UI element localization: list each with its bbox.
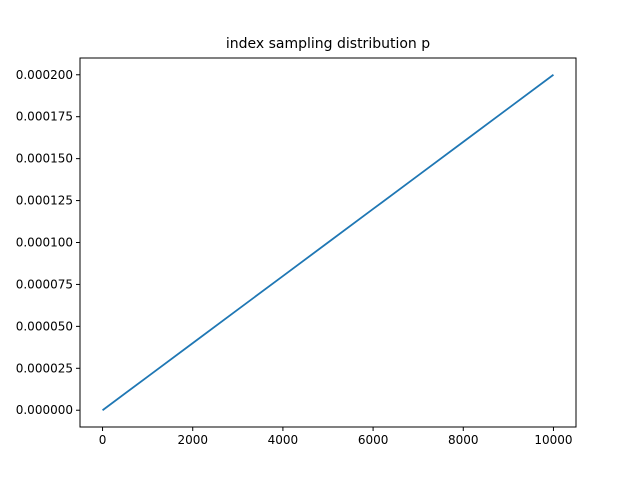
y-axis: 0.000000 0.000025 0.000050 0.000075 0.000100…: [16, 68, 80, 417]
y-tick-label: 0.000200: [16, 68, 73, 82]
x-tick-label: 6000: [358, 433, 389, 447]
x-tick-label: 0: [99, 433, 107, 447]
x-tick-label: 10000: [534, 433, 572, 447]
y-tick-label: 0.000150: [16, 152, 73, 166]
plot-area: [102, 74, 554, 411]
y-tick-label: 0.000075: [16, 277, 73, 291]
y-tick-label: 0.000125: [16, 194, 73, 208]
x-axis: 0 2000 4000 6000 8000 10000: [99, 427, 573, 447]
x-tick-label: 4000: [268, 433, 299, 447]
y-tick-label: 0.000000: [16, 403, 73, 417]
x-tick-label: 8000: [448, 433, 479, 447]
y-tick-label: 0.000100: [16, 236, 73, 250]
x-tick-label: 2000: [177, 433, 208, 447]
chart-title: index sampling distribution p: [226, 36, 430, 52]
y-tick-label: 0.000175: [16, 110, 73, 124]
y-tick-label: 0.000050: [16, 319, 73, 333]
y-tick-label: 0.000025: [16, 361, 73, 375]
series-line-0: [102, 74, 554, 411]
